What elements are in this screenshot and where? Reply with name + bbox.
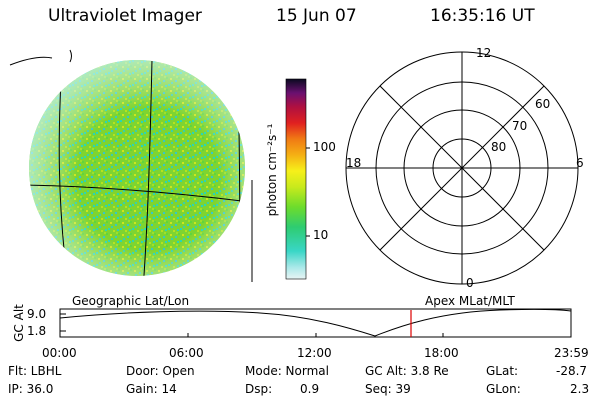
mlt-label-6: 6 — [576, 156, 584, 170]
glat-label: GLat: — [486, 364, 519, 378]
observation-date: 15 Jun 07 — [276, 6, 357, 26]
door-info: Door: Open — [126, 364, 195, 378]
glon-value: 2.3 — [570, 382, 590, 396]
dsp-label: Dsp: — [245, 382, 273, 396]
altitude-axis-label: GC Alt — [12, 304, 26, 342]
seq-info: Seq: 39 — [365, 382, 411, 396]
filter-info: Flt: LBHL — [8, 364, 62, 378]
glat-value: -28.7 — [556, 364, 588, 378]
lat-label-60: 60 — [535, 97, 551, 111]
colorbar-tick-100: 100 — [313, 140, 336, 154]
dsp-value: 0.9 — [300, 382, 320, 396]
altitude-ytick-9: 9.0 — [27, 307, 47, 321]
instrument-title: Ultraviolet Imager — [48, 6, 202, 26]
geographic-panel-label: Geographic Lat/Lon — [72, 294, 190, 308]
mlt-label-18: 18 — [346, 156, 362, 170]
colorbar — [285, 78, 310, 280]
mode-info: Mode: Normal — [245, 364, 329, 378]
altitude-curve — [59, 308, 572, 337]
observation-time: 16:35:16 UT — [430, 6, 535, 26]
glon-label: GLon: — [486, 382, 521, 396]
colorbar-tick-10: 10 — [313, 228, 329, 242]
time-tick-1200: 12:00 — [297, 346, 332, 360]
time-tick-0000: 00:00 — [42, 346, 77, 360]
mlt-label-12: 12 — [476, 46, 492, 60]
lat-label-80: 80 — [491, 140, 507, 154]
time-tick-2359: 23:59 — [554, 346, 589, 360]
gain-info: Gain: 14 — [126, 382, 177, 396]
lat-label-70: 70 — [512, 119, 528, 133]
time-tick-1800: 18:00 — [424, 346, 459, 360]
altitude-plot — [59, 308, 572, 338]
apex-panel-label: Apex MLat/MLT — [425, 294, 515, 308]
polar-grid — [345, 51, 579, 285]
colorbar-unit-label: photon cm⁻²s⁻¹ — [265, 123, 279, 217]
mlt-label-0: 0 — [466, 276, 474, 290]
time-tick-0600: 06:00 — [169, 346, 204, 360]
altitude-ytick-1-8: 1.8 — [27, 324, 47, 338]
gc-alt-info: GC Alt: 3.8 Re — [365, 364, 449, 378]
ip-info: IP: 36.0 — [8, 382, 54, 396]
uv-image-disk — [9, 49, 253, 282]
